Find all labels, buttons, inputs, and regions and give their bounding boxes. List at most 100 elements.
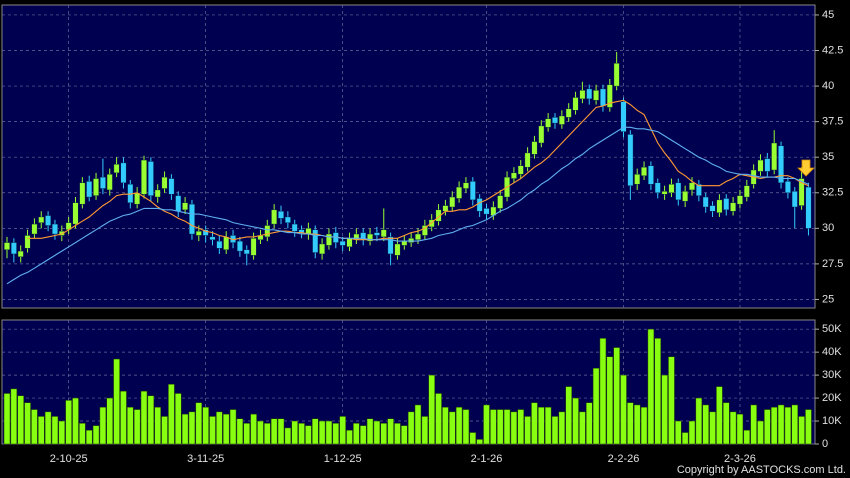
candle-body — [565, 108, 572, 118]
volume-bar — [24, 402, 31, 445]
volume-bar — [633, 404, 641, 445]
candle-body — [31, 223, 38, 235]
volume-bar — [106, 397, 113, 445]
candle-body — [182, 202, 188, 211]
volume-bar — [366, 418, 374, 445]
volume-bar — [709, 411, 716, 445]
candle-body — [668, 184, 675, 193]
volume-bar — [435, 393, 442, 445]
volume-bar — [421, 416, 429, 445]
candle-body — [408, 238, 415, 243]
candle-body — [86, 181, 93, 198]
volume-bar — [181, 413, 189, 445]
candle-body — [175, 195, 182, 212]
candle-body — [511, 172, 517, 179]
volume-bar — [654, 338, 661, 445]
volume-bar — [483, 404, 490, 445]
volume-bar — [407, 411, 415, 445]
volume-bar — [133, 409, 141, 445]
volume-bar — [305, 425, 312, 445]
candle-body — [771, 142, 778, 171]
volume-bar — [92, 425, 100, 445]
volume-bar — [565, 386, 572, 445]
candle-body — [374, 232, 380, 236]
candle-body — [641, 166, 647, 176]
volume-bar — [79, 423, 86, 445]
volume-bar — [668, 356, 675, 445]
volume-bar — [579, 411, 586, 445]
volume-bar — [270, 418, 278, 445]
volume-bar — [647, 328, 655, 445]
moving-average-line — [6, 126, 809, 285]
volume-bar — [455, 407, 463, 445]
candle-body — [531, 141, 538, 155]
volume-bar — [140, 390, 148, 445]
candle-body — [312, 229, 319, 253]
volume-bar — [168, 384, 175, 445]
volume-bar — [729, 411, 737, 445]
volume-bar — [339, 416, 346, 445]
volume-bar — [202, 407, 209, 445]
volume-bar — [723, 402, 730, 445]
candle-body — [682, 191, 689, 202]
volume-bar — [38, 416, 45, 445]
volume-bar — [277, 418, 285, 445]
candle-body — [99, 176, 106, 189]
candle-body — [593, 90, 600, 101]
volume-bar — [17, 395, 24, 445]
volume-bar — [442, 407, 449, 445]
candle-body — [106, 174, 113, 191]
candle-body — [428, 219, 435, 228]
volume-bar — [312, 418, 319, 445]
volume-bar — [346, 429, 353, 445]
candle-body — [421, 225, 428, 236]
volume-bar — [325, 420, 333, 445]
candle-body — [17, 250, 24, 257]
candle-body — [606, 84, 613, 108]
volume-bar — [161, 416, 168, 445]
candle-body — [743, 185, 750, 198]
y-tick-label: 45 — [822, 9, 834, 21]
candle-body — [476, 198, 483, 212]
candle-body — [195, 230, 202, 236]
candle-body — [600, 88, 606, 107]
price-panel — [1, 4, 816, 309]
candle-body — [648, 165, 654, 185]
volume-bar — [359, 425, 367, 445]
candle-body — [449, 196, 456, 208]
candle-body — [661, 191, 668, 195]
volume-bar — [257, 420, 264, 445]
volume-bar — [538, 407, 545, 445]
x-tick-label: 3-11-25 — [187, 453, 224, 465]
volume-bar — [681, 432, 689, 445]
volume-bar — [757, 420, 764, 445]
volume-bar — [640, 407, 648, 445]
volume-bar — [99, 407, 107, 445]
candle-body — [250, 238, 257, 256]
candle-body — [675, 182, 682, 201]
candle-body — [456, 186, 462, 199]
volume-bar — [85, 429, 93, 445]
x-tick-label: 2-2-26 — [608, 453, 640, 465]
volume-bar — [688, 420, 696, 445]
volume-bar — [318, 420, 326, 445]
candle-body — [147, 161, 154, 196]
y-tick-label: 30K — [822, 369, 842, 381]
volume-bar — [229, 409, 237, 445]
y-tick-label: 40 — [822, 80, 834, 92]
y-tick-label: 20K — [822, 392, 842, 404]
x-tick-label: 2-3-26 — [724, 453, 756, 465]
volume-bar — [613, 347, 620, 445]
volume-bar — [3, 393, 11, 445]
y-tick-label: 30 — [822, 222, 834, 234]
candle-body — [45, 215, 52, 226]
volume-bar — [517, 409, 524, 445]
candle-body — [72, 202, 79, 225]
volume-bar — [428, 374, 435, 445]
volume-bar — [154, 407, 161, 445]
volume-bar — [113, 358, 120, 445]
x-tick-label: 2-10-25 — [50, 453, 88, 465]
volume-bar — [449, 411, 456, 445]
candle-body — [236, 240, 243, 252]
volume-bar — [243, 423, 250, 445]
